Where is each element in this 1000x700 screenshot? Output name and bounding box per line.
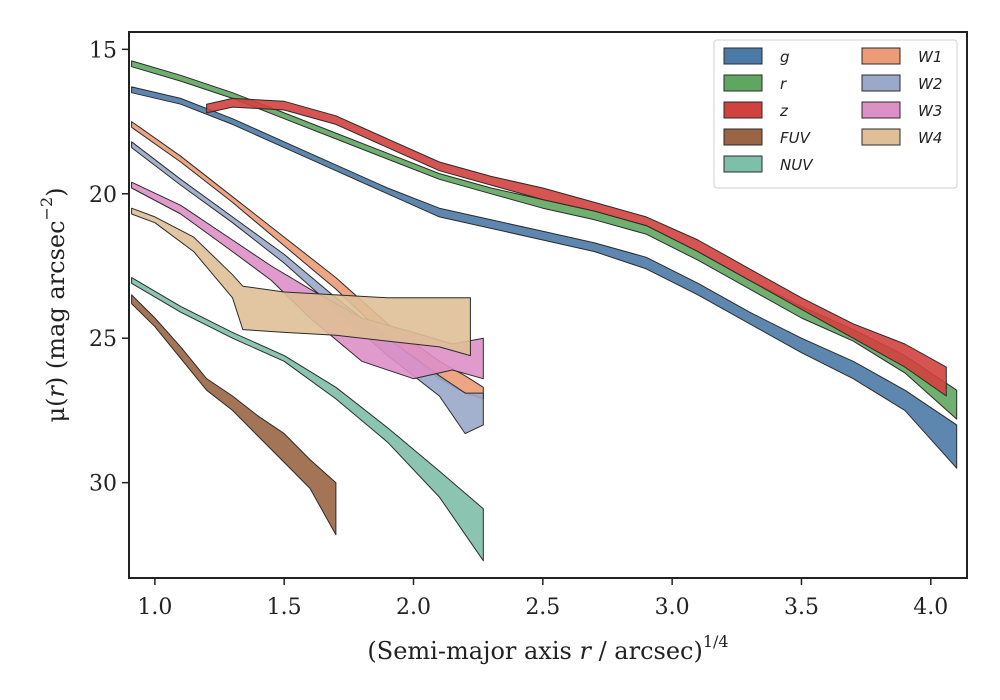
legend-label-w3: W3 — [918, 102, 942, 120]
series-band-r — [131, 60, 958, 420]
legend-swatch-g — [723, 47, 763, 65]
series-band-w4 — [131, 207, 471, 357]
y-tick-label: 25 — [89, 327, 117, 352]
legend-label-w1: W1 — [918, 48, 942, 66]
legend-label-w2: W2 — [918, 75, 942, 93]
series-layer — [131, 60, 958, 562]
legend-swatch-w3 — [861, 101, 901, 119]
x-tick-label: 2.0 — [396, 595, 431, 620]
x-tick-label: 3.5 — [784, 595, 819, 620]
y-tick-label: 15 — [89, 38, 117, 63]
legend-items: grz FUV NUV W1 W2 W3 W4 — [723, 47, 942, 174]
legend-swatch-nuv — [723, 155, 763, 173]
legend-label-w4: W4 — [918, 129, 942, 147]
x-tick-label: 4.0 — [913, 595, 948, 620]
x-ticks: 1.0 1.5 2.0 2.5 3.0 3.5 4.0 — [137, 578, 948, 620]
legend: grz FUV NUV W1 W2 W3 W4 — [713, 39, 958, 189]
y-tick-label: 30 — [89, 472, 117, 497]
legend-label-fuv: FUV — [780, 129, 812, 147]
legend-swatch-r — [723, 74, 763, 92]
y-ticks: 15 20 25 30 — [89, 38, 129, 497]
legend-swatch-w2 — [861, 74, 901, 92]
x-axis-label: (Semi-major axis r / arcsec)1/4 — [367, 632, 728, 665]
series-band-nuv — [131, 277, 484, 562]
legend-label-z: z — [779, 102, 789, 120]
series-band-fuv — [131, 294, 337, 536]
x-tick-label: 1.5 — [267, 595, 302, 620]
x-tick-label: 1.0 — [137, 595, 172, 620]
legend-swatch-z — [723, 101, 763, 119]
legend-label-r: r — [780, 75, 787, 93]
legend-label-g: g — [780, 48, 790, 66]
series-band-g — [131, 86, 958, 469]
series-band-z — [206, 97, 947, 397]
legend-label-nuv: NUV — [780, 156, 814, 174]
y-tick-label: 20 — [89, 183, 117, 208]
x-tick-label: 3.0 — [655, 595, 690, 620]
plot-frame — [128, 31, 968, 579]
legend-swatch-fuv — [723, 128, 763, 146]
x-tick-label: 2.5 — [525, 595, 560, 620]
legend-swatch-w1 — [861, 47, 901, 65]
legend-swatch-w4 — [861, 128, 901, 146]
y-axis-label: μ(r) (mag arcsec−2) — [37, 187, 70, 422]
